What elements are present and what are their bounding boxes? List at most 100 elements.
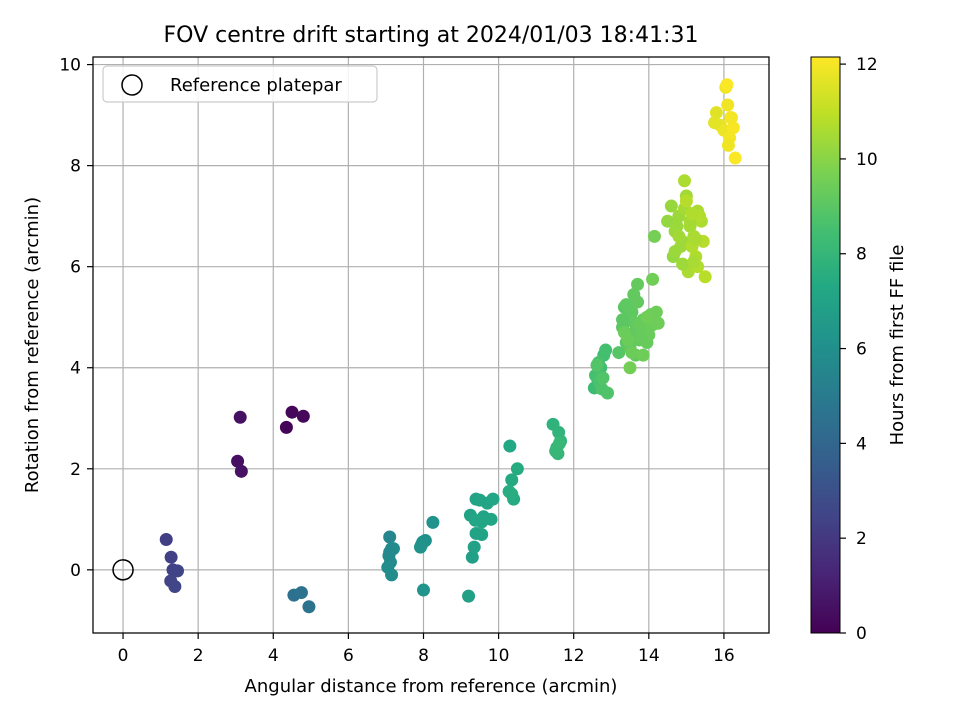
data-point [668, 245, 682, 259]
x-tick-label: 2 [193, 646, 204, 666]
colorbar-tick-label: 10 [856, 150, 878, 170]
data-point [721, 98, 735, 112]
legend-box [102, 65, 378, 103]
data-point [590, 358, 604, 372]
legend: Reference platepar [102, 65, 378, 103]
colorbar: 0 2 4 6 8 10 12 Hours from first FF file [810, 55, 908, 644]
colorbar-tick-label: 4 [856, 434, 867, 454]
data-point [416, 583, 430, 597]
x-tick-label: 8 [418, 646, 429, 666]
y-tick-label: 6 [70, 258, 81, 278]
data-point [294, 586, 308, 600]
colorbar-tick-label: 8 [856, 245, 867, 265]
data-point [612, 346, 626, 360]
x-tick-label: 0 [118, 646, 129, 666]
x-tick-label: 14 [638, 646, 660, 666]
legend-marker-ring [121, 74, 143, 96]
data-point [728, 151, 742, 165]
colorbar-tick-label: 2 [856, 529, 867, 549]
data-point [601, 386, 615, 400]
data-point [467, 540, 481, 554]
y-tick-label: 8 [70, 157, 81, 177]
data-point [503, 439, 517, 453]
x-tick-label: 6 [343, 646, 354, 666]
y-tick-label: 10 [59, 56, 81, 76]
data-point [475, 527, 489, 541]
grid-lines [93, 57, 769, 633]
data-point [426, 515, 440, 529]
data-point [285, 405, 299, 419]
data-point [672, 229, 686, 243]
data-point [468, 513, 482, 527]
y-tick-label: 2 [70, 460, 81, 480]
x-axis-label: Angular distance from reference (arcmin) [245, 676, 618, 697]
data-point [385, 568, 399, 582]
data-point [720, 78, 734, 92]
chart-title: FOV centre drift starting at 2024/01/03 … [164, 23, 699, 48]
data-point [510, 462, 524, 476]
data-point [616, 313, 630, 327]
data-point [159, 533, 173, 547]
data-point [679, 194, 693, 208]
data-point [698, 270, 712, 284]
data-point [631, 277, 645, 291]
x-tick-label: 10 [488, 646, 510, 666]
data-point [413, 540, 427, 554]
data-point [623, 361, 637, 375]
data-point [596, 371, 610, 385]
y-tick-label: 0 [70, 561, 81, 581]
data-point [676, 257, 690, 271]
data-point [625, 346, 639, 360]
data-point [627, 287, 641, 301]
data-point [383, 530, 397, 544]
data-point [465, 550, 479, 564]
x-tick-label: 4 [268, 646, 279, 666]
data-point [678, 174, 691, 188]
data-point [168, 580, 182, 594]
data-point [505, 473, 519, 487]
data-point [646, 272, 660, 286]
data-point [279, 420, 293, 434]
data-point [685, 207, 699, 221]
data-point [164, 550, 178, 564]
data-point [709, 106, 723, 120]
colorbar-tick-label: 0 [856, 624, 867, 644]
data-point [599, 343, 613, 357]
reference-point-group [112, 559, 134, 581]
x-tick-label: 16 [713, 646, 735, 666]
data-point [636, 348, 650, 362]
x-axis-ticks: 0 2 4 6 8 10 12 14 16 [118, 633, 735, 666]
y-axis-ticks: 0 2 4 6 8 10 [59, 56, 93, 581]
data-point [552, 437, 566, 451]
data-point [505, 487, 519, 501]
data-point [621, 333, 635, 347]
data-point [640, 310, 654, 324]
data-point [231, 454, 245, 468]
data-point [302, 600, 316, 614]
data-point [721, 138, 735, 152]
data-point [296, 409, 310, 423]
data-point [383, 545, 397, 559]
data-point [670, 219, 684, 233]
x-tick-label: 12 [563, 646, 585, 666]
plot-frame [92, 56, 770, 634]
legend-entry-label: Reference platepar [170, 75, 342, 96]
data-point [619, 298, 633, 312]
data-point [634, 330, 648, 344]
reference-point [112, 559, 134, 581]
colorbar-gradient [810, 56, 841, 634]
data-point [647, 229, 661, 243]
colorbar-label: Hours from first FF file [887, 245, 908, 446]
data-point [473, 493, 487, 507]
y-tick-label: 4 [70, 359, 81, 379]
data-point [708, 116, 722, 130]
data-point [171, 564, 184, 578]
data-point [651, 316, 665, 330]
data-point [664, 199, 678, 213]
data-point [687, 255, 701, 269]
y-axis-label: Rotation from reference (arcmin) [22, 197, 43, 493]
data-point [689, 232, 703, 246]
data-points [159, 78, 742, 614]
colorbar-ticks: 0 2 4 6 8 10 12 [840, 55, 878, 644]
